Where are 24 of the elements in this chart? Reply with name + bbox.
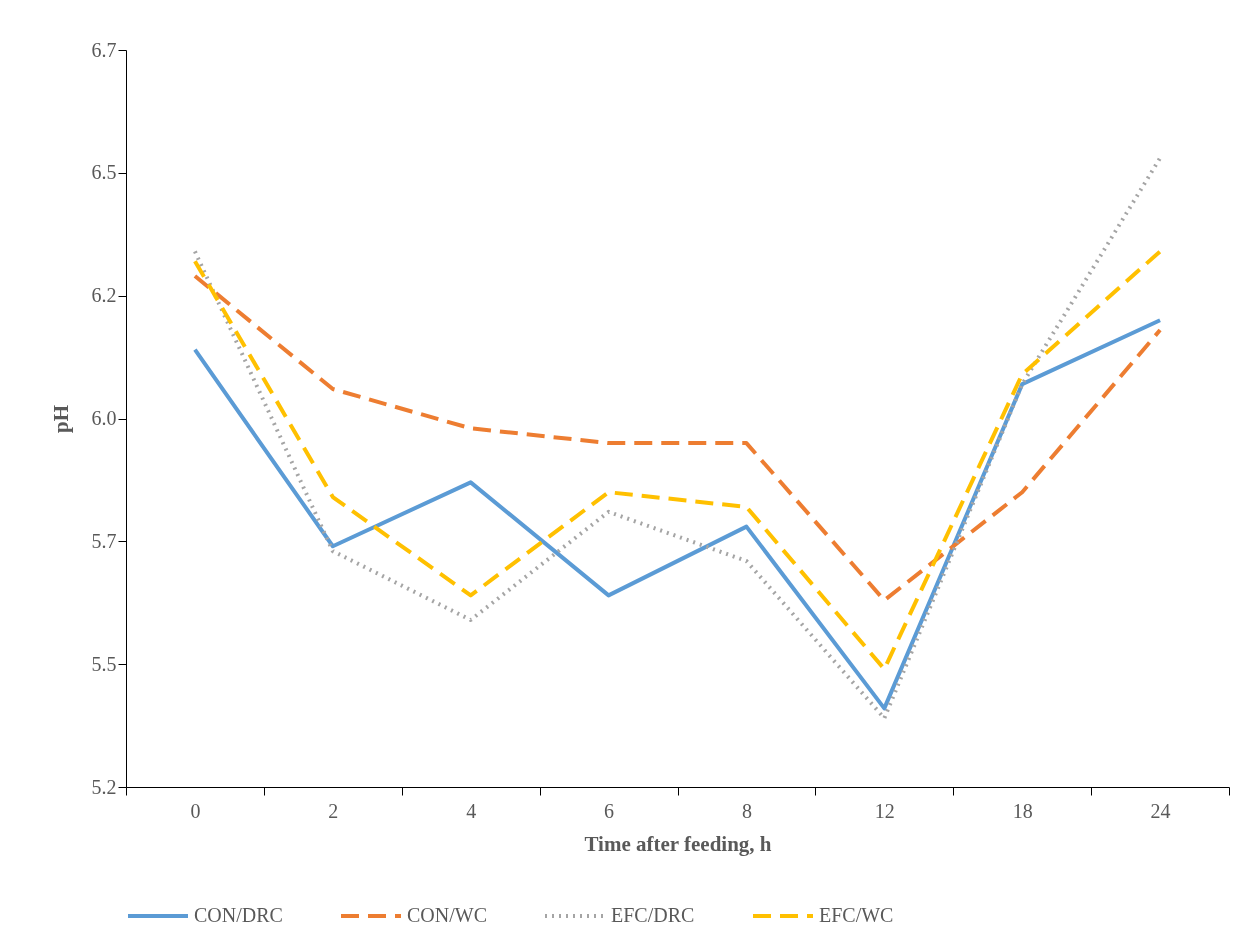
- x-tick-label: 4: [466, 799, 477, 822]
- x-tick-label: 8: [741, 799, 752, 822]
- x-tick-label: 2: [328, 799, 339, 822]
- y-tick-label: 6.5: [91, 161, 117, 184]
- x-tick-label: 12: [874, 799, 895, 822]
- y-tick-label: 6.7: [91, 38, 117, 61]
- y-tick-label: 5.2: [91, 775, 117, 798]
- legend-label: EFC/DRC: [611, 904, 695, 926]
- legend-label: CON/DRC: [194, 904, 283, 926]
- y-tick-label: 6.0: [91, 407, 117, 429]
- x-tick-label: 18: [1012, 799, 1033, 822]
- legend-label: EFC/WC: [819, 904, 894, 926]
- y-tick-label: 5.5: [91, 652, 117, 675]
- x-tick-label: 0: [190, 799, 201, 822]
- line-series: [192, 318, 1163, 711]
- y-tick-label: 6.2: [91, 284, 117, 307]
- legend-label: CON/WC: [407, 904, 487, 926]
- y-axis-title: pH: [48, 404, 73, 434]
- line-series: [192, 274, 1163, 603]
- line-series: [192, 156, 1163, 721]
- x-tick-label: 6: [604, 799, 615, 822]
- x-axis-title: Time after feeding, h: [584, 831, 772, 856]
- y-tick-label: 5.7: [91, 529, 117, 552]
- x-tick-label: 24: [1150, 799, 1171, 822]
